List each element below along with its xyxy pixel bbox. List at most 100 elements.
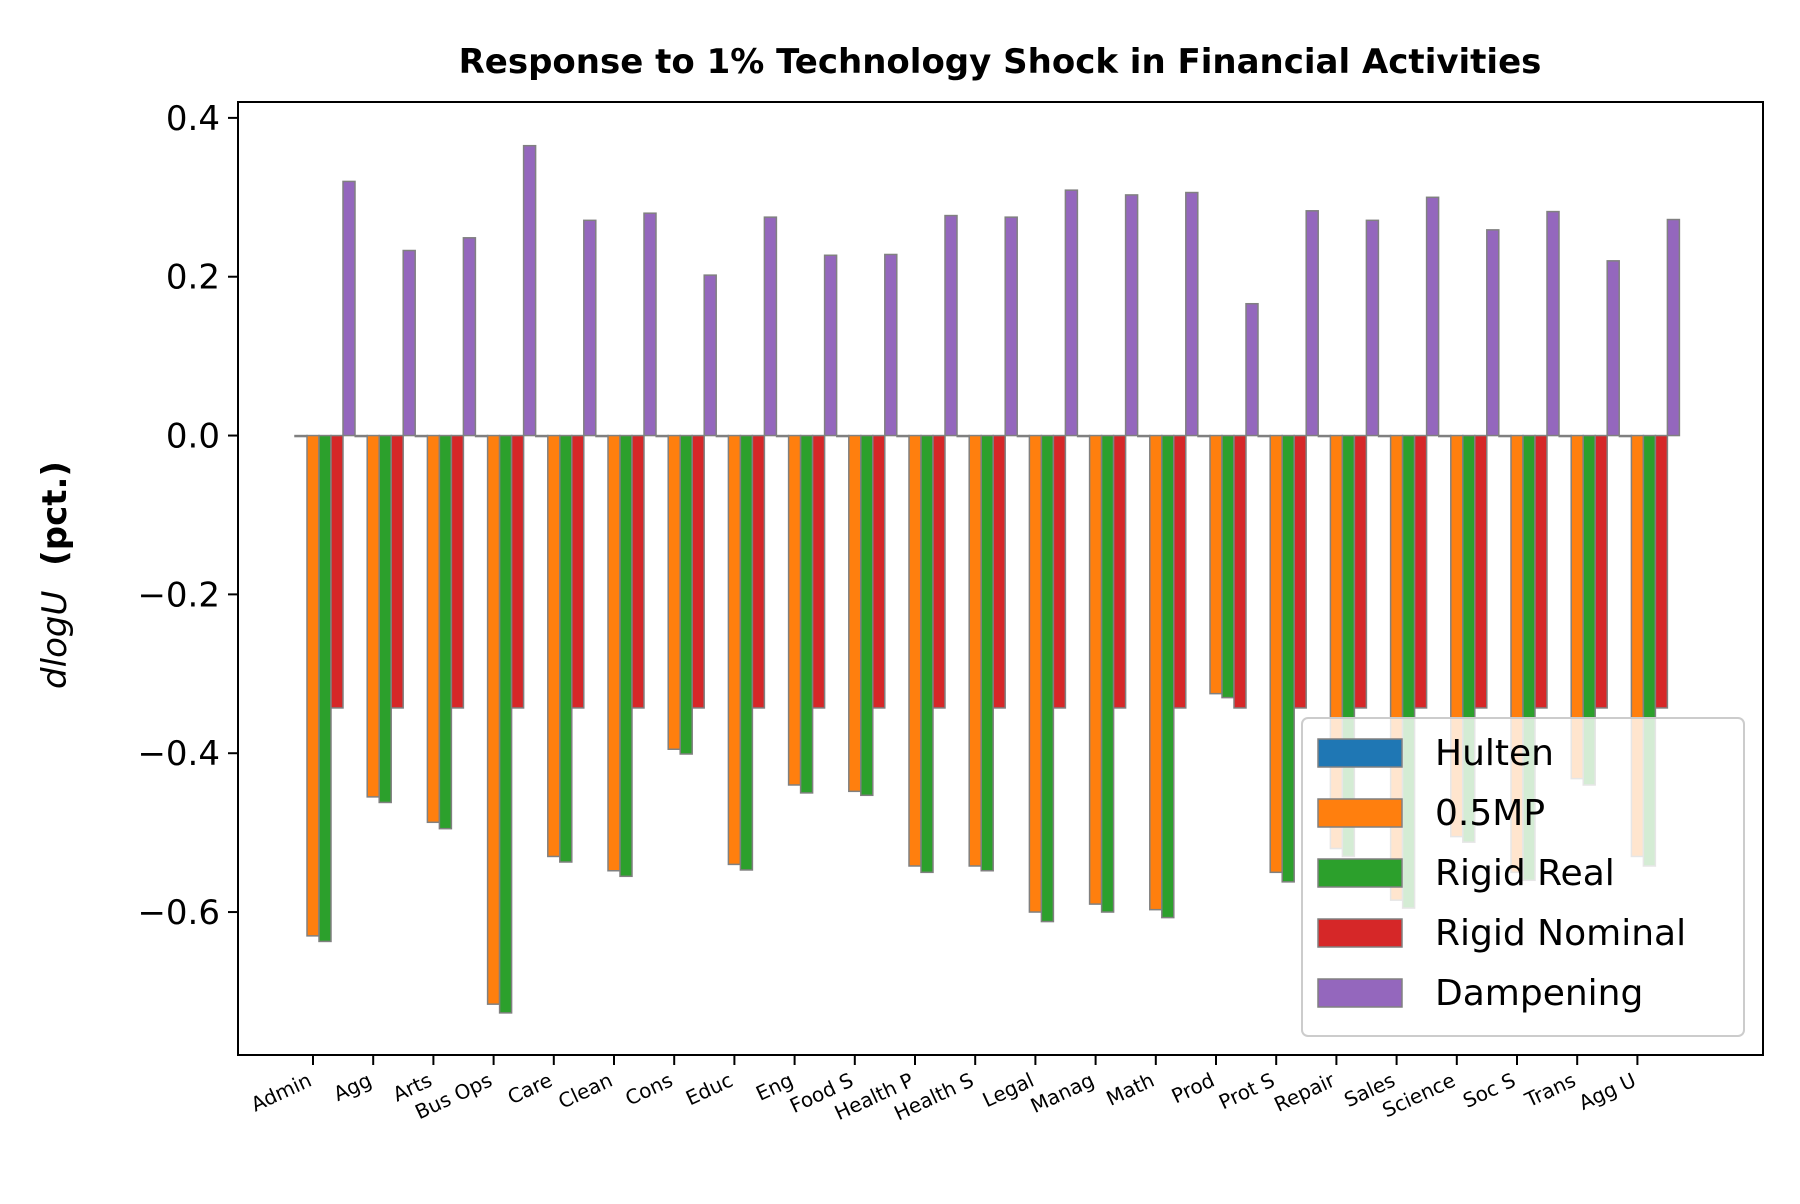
bar-rigid-nominal-legal — [1052, 434, 1067, 709]
bar-hulten-bus-ops — [474, 434, 489, 438]
bar-hulten-trans — [1558, 434, 1572, 438]
bar-rigid-nominal-math — [1173, 434, 1187, 709]
bar-dampening-educ — [763, 216, 778, 437]
bar-dampening-eng — [823, 254, 838, 437]
y-axis-label-math: dlogU — [35, 591, 75, 689]
bar-0-5mp-food-s — [848, 434, 862, 793]
bar-dampening-bus-ops — [522, 144, 537, 437]
x-tick-label: Repair — [1270, 1067, 1339, 1116]
bar-rigid-real-food-s — [860, 434, 874, 797]
bar-rigid-nominal-food-s — [872, 434, 886, 709]
bar-rigid-real-prot-s — [1281, 434, 1295, 883]
x-tick-label: Admin — [247, 1068, 315, 1117]
legend-label-0-5mp: 0.5MP — [1435, 793, 1545, 834]
bar-hulten-soc-s — [1498, 434, 1512, 438]
bar-hulten-agg — [354, 434, 368, 438]
bar-rigid-real-clean — [619, 434, 633, 878]
bar-0-5mp-prot-s — [1269, 434, 1283, 874]
plot-frame — [237, 101, 1764, 1056]
bar-rigid-nominal-prot-s — [1293, 434, 1307, 709]
x-tick-label: Math — [1102, 1068, 1157, 1111]
bar-rigid-real-cons — [679, 434, 693, 755]
bar-rigid-nominal-soc-s — [1534, 434, 1548, 709]
bar-rigid-nominal-health-p — [932, 434, 946, 709]
bar-hulten-cons — [655, 434, 669, 438]
bar-hulten-agg-u — [1618, 434, 1633, 438]
bar-hulten-health-s — [956, 434, 970, 438]
bar-dampening-prot-s — [1305, 210, 1319, 437]
bar-rigid-real-arts — [438, 434, 453, 830]
legend-swatch-rigid-nominal — [1317, 918, 1403, 948]
bar-0-5mp-admin — [306, 434, 320, 937]
bar-rigid-nominal-bus-ops — [510, 434, 525, 709]
bar-0-5mp-prod — [1209, 434, 1223, 695]
bar-0-5mp-cons — [667, 434, 681, 750]
bar-rigid-nominal-science — [1474, 434, 1488, 709]
bar-0-5mp-bus-ops — [486, 434, 501, 1005]
legend-label-rigid-real: Rigid Real — [1435, 853, 1615, 894]
bar-rigid-nominal-sales — [1413, 434, 1428, 709]
y-tick-label: −0.4 — [137, 734, 220, 774]
y-tick-label: 0.0 — [166, 417, 220, 457]
bar-dampening-manag — [1124, 194, 1139, 437]
bar-0-5mp-math — [1149, 434, 1163, 911]
bar-0-5mp-manag — [1088, 434, 1103, 905]
x-tick-label: Legal — [979, 1068, 1038, 1112]
bar-rigid-nominal-arts — [450, 434, 465, 709]
legend-swatch-0-5mp — [1317, 798, 1403, 828]
bar-rigid-nominal-trans — [1594, 434, 1608, 709]
bar-rigid-real-manag — [1100, 434, 1115, 913]
x-tick-label: Care — [504, 1068, 556, 1109]
legend-box — [1301, 717, 1745, 1037]
bar-dampening-science — [1486, 229, 1500, 437]
bar-rigid-nominal-health-s — [992, 434, 1006, 709]
bar-rigid-real-bus-ops — [498, 434, 513, 1014]
bar-hulten-food-s — [836, 434, 850, 438]
bar-dampening-prod — [1245, 302, 1259, 437]
bar-0-5mp-eng — [787, 434, 802, 786]
y-tick-label: −0.6 — [137, 893, 220, 933]
bar-rigid-real-prod — [1221, 434, 1235, 699]
bar-rigid-nominal-agg-u — [1654, 434, 1669, 709]
bar-rigid-nominal-agg — [390, 434, 404, 709]
legend: Hulten 0.5MP Rigid Real Rigid Nominal Dampen… — [1301, 717, 1745, 1037]
bar-rigid-nominal-care — [571, 434, 585, 709]
bar-rigid-real-math — [1161, 434, 1175, 919]
bar-rigid-real-health-s — [980, 434, 994, 872]
y-axis-label: dlogU (pct.) — [35, 461, 75, 689]
bar-0-5mp-health-s — [968, 434, 982, 867]
bar-hulten-sales — [1377, 434, 1392, 438]
bar-0-5mp-care — [547, 434, 561, 858]
bar-dampening-math — [1185, 191, 1199, 437]
x-tick-label: Manag — [1027, 1068, 1098, 1118]
bar-hulten-prot-s — [1257, 434, 1271, 438]
x-tick-label: Cons — [621, 1068, 676, 1111]
bar-hulten-manag — [1076, 434, 1091, 438]
bar-rigid-real-care — [559, 434, 573, 863]
bar-hulten-science — [1438, 434, 1452, 438]
bar-dampening-repair — [1365, 219, 1380, 437]
bar-dampening-clean — [643, 212, 657, 437]
bar-hulten-arts — [414, 434, 429, 438]
bar-hulten-clean — [595, 434, 609, 438]
x-tick-label: Educ — [682, 1068, 737, 1110]
bar-rigid-real-legal — [1040, 434, 1055, 923]
bar-rigid-real-agg — [378, 434, 392, 804]
bar-0-5mp-educ — [727, 434, 742, 866]
bar-hulten-eng — [775, 434, 790, 438]
x-tick-label: Soc S — [1459, 1068, 1519, 1113]
bar-0-5mp-legal — [1028, 434, 1043, 913]
bar-dampening-soc-s — [1546, 210, 1560, 437]
legend-label-dampening: Dampening — [1435, 973, 1643, 1014]
x-tick-label: Trans — [1520, 1068, 1579, 1113]
x-tick-label: Clean — [555, 1068, 617, 1114]
bar-rigid-nominal-manag — [1112, 434, 1127, 709]
bar-dampening-care — [583, 219, 597, 437]
x-tick-label: Prot S — [1215, 1068, 1278, 1115]
bar-dampening-health-p — [944, 214, 958, 437]
legend-label-hulten: Hulten — [1435, 733, 1554, 774]
bar-hulten-legal — [1016, 434, 1031, 438]
legend-label-rigid-nominal: Rigid Nominal — [1435, 913, 1686, 954]
